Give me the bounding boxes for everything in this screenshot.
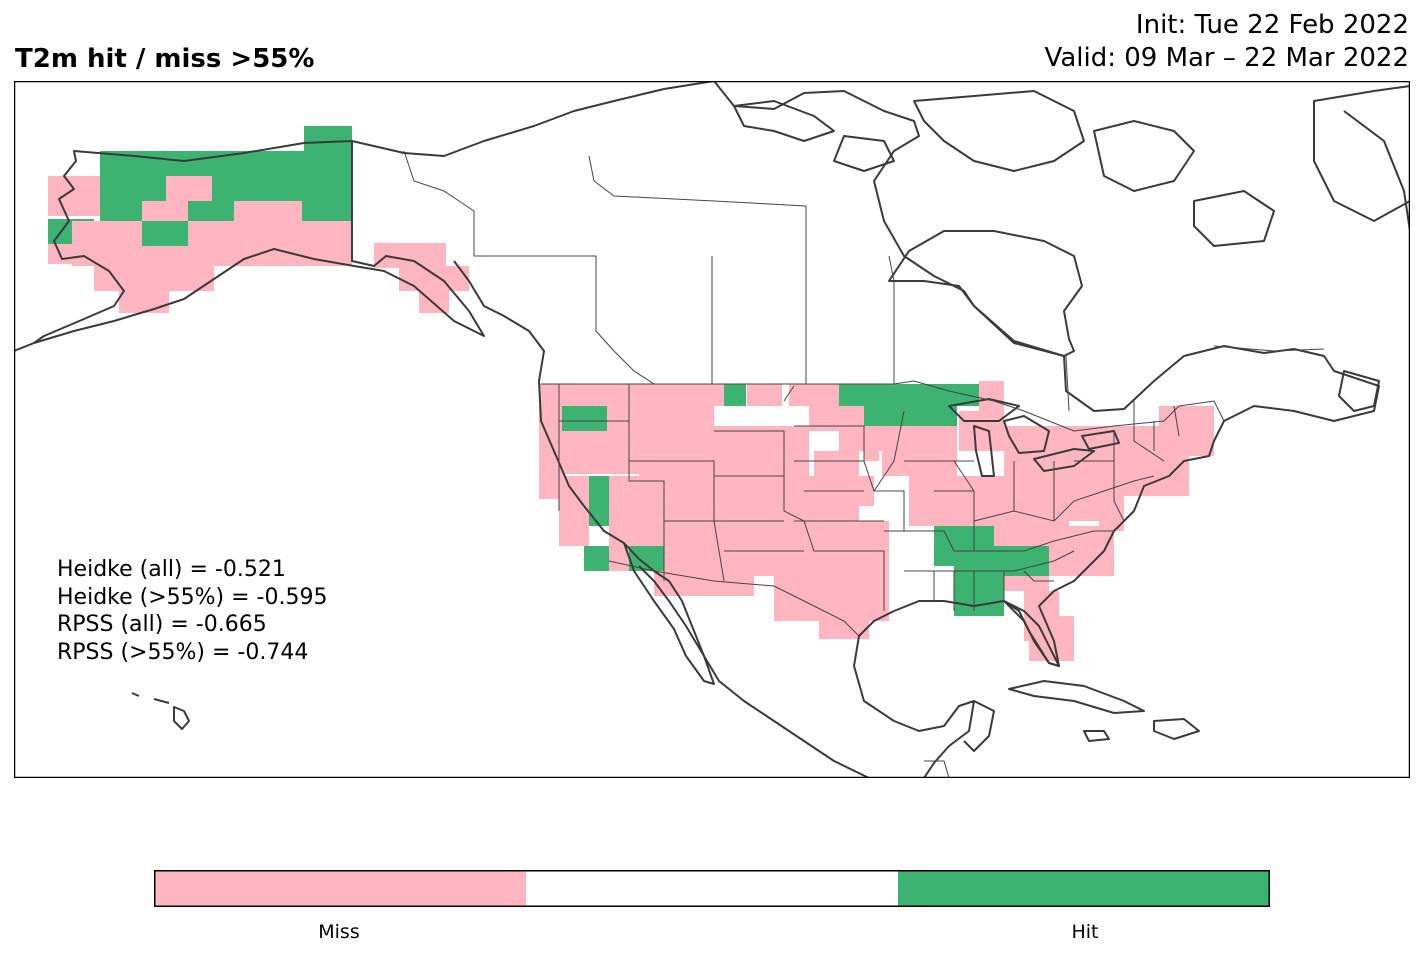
miss-cell <box>234 221 352 266</box>
hawaii-islands <box>131 692 190 730</box>
miss-cell <box>72 221 142 266</box>
miss-cell <box>747 384 782 406</box>
us-canada-border <box>541 380 1225 432</box>
manitoba-ontario-border <box>888 255 895 384</box>
miss-cell <box>48 176 100 216</box>
miss-cell <box>166 176 212 201</box>
great-lakes <box>948 398 1120 477</box>
miss-cell <box>374 243 446 268</box>
heidke-all-score: Heidke (all) = -0.521 <box>57 557 286 582</box>
us-state-borders <box>558 384 1180 611</box>
miss-cell <box>1004 576 1049 591</box>
map-frame <box>14 81 1410 778</box>
baja-california-coastline <box>623 542 715 685</box>
miss-cell <box>234 201 302 221</box>
miss-cell <box>714 384 724 406</box>
miss-cell <box>664 476 859 521</box>
miss-cell <box>819 601 869 639</box>
hit-cell <box>302 176 352 221</box>
miss-cell <box>561 526 581 546</box>
labrador-border <box>1213 345 1325 352</box>
miss-cell <box>979 381 1004 411</box>
miss-cell <box>909 476 989 526</box>
miss-cell <box>94 266 214 291</box>
miss-cell <box>1004 426 1074 481</box>
hit-cell <box>724 384 746 406</box>
rpss-55-score: RPSS (>55%) = -0.744 <box>57 639 309 665</box>
miss-cell <box>188 221 234 266</box>
map-panel <box>14 81 1410 778</box>
mexico-guatemala-border <box>924 760 950 778</box>
miss-cell <box>609 476 664 546</box>
init-date: Init: Tue 22 Feb 2022 <box>1135 10 1409 40</box>
greenland-edge <box>1343 110 1410 232</box>
valid-period: Valid: 09 Mar – 22 Mar 2022 <box>1044 43 1409 73</box>
hispaniola-coastline <box>1153 718 1200 740</box>
bc-alberta-border <box>474 255 655 385</box>
hit-cell <box>142 221 188 246</box>
miss-cell <box>639 384 714 426</box>
miss-cell <box>882 426 957 476</box>
hit-cell <box>839 384 959 406</box>
florida-coastline <box>1003 600 1060 667</box>
colorbar-hit-segment <box>898 870 1270 907</box>
alaska-coastline <box>33 140 485 344</box>
aleutian-islands <box>14 342 35 352</box>
map-title: T2m hit / miss >55% <box>15 44 315 74</box>
ontario-quebec-border <box>1065 355 1070 412</box>
hit-cell <box>934 526 994 546</box>
miss-cell <box>142 246 188 266</box>
colorbar-label-hit: Hit <box>1071 921 1099 943</box>
colorbar-neutral-segment <box>526 870 898 907</box>
miss-cell <box>1159 406 1214 456</box>
political-borders <box>351 141 1325 778</box>
hit-cell <box>304 126 352 151</box>
miss-cell <box>864 431 879 461</box>
us-mexico-border <box>608 560 860 637</box>
miss-cell <box>814 451 859 476</box>
cuba-coastline <box>1008 680 1145 714</box>
nwt-nunavut-border <box>588 155 807 207</box>
hudson-bay-coastline <box>888 230 1083 357</box>
rpss-all-score: RPSS (all) = -0.665 <box>57 612 267 637</box>
jamaica-coastline <box>1083 730 1110 742</box>
hit-cell <box>562 406 607 431</box>
miss-cell <box>119 291 169 313</box>
hit-cell <box>934 546 959 566</box>
skill-scores: Heidke (all) = -0.521 Heidke (>55%) = -0… <box>57 556 327 666</box>
yukon-nwt-border <box>403 150 475 256</box>
miss-cell <box>664 521 889 576</box>
miss-cell <box>789 384 839 406</box>
coastlines <box>14 81 1410 778</box>
arctic-islands <box>733 85 1410 247</box>
miss-cell <box>539 474 564 499</box>
miss-cell <box>399 266 469 291</box>
newfoundland-coastline <box>1338 370 1380 412</box>
colorbar-outline <box>154 870 1270 907</box>
hit-cell <box>100 176 166 201</box>
hit-miss-cells <box>48 126 1214 661</box>
colorbar <box>154 870 1270 907</box>
miss-cell <box>959 411 1004 451</box>
colorbar-miss-segment <box>154 870 526 907</box>
colorbar-label-miss: Miss <box>318 921 360 943</box>
heidke-55-score: Heidke (>55%) = -0.595 <box>57 584 328 610</box>
yucatan-coastline <box>963 700 995 752</box>
hit-cell <box>212 176 302 201</box>
